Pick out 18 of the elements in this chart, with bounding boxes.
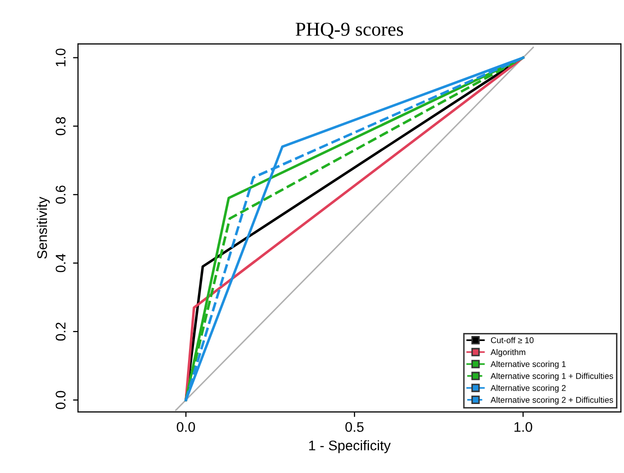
chart-title: PHQ-9 scores xyxy=(296,22,404,39)
legend-label: Alternative scoring 1 + Difficulties xyxy=(490,372,614,381)
y-tick-label: 1.0 xyxy=(56,48,66,66)
legend-label: Cut-off ≥ 10 xyxy=(490,337,534,344)
y-tick-label: 0.2 xyxy=(56,322,66,341)
y-tick-label: 0.4 xyxy=(56,254,66,272)
legend-label: Alternative scoring 2 + Difficulties xyxy=(490,396,614,404)
y-axis-title: Sensitivity xyxy=(36,196,50,259)
y-tick-label: 0.0 xyxy=(56,390,66,410)
x-axis-title: 1 - Specificity xyxy=(309,440,391,454)
legend-label: Alternative scoring 1 xyxy=(490,360,566,369)
y-tick-label: 0.6 xyxy=(56,186,66,204)
legend-label: Algorithm xyxy=(490,348,526,357)
x-tick-label: 0.0 xyxy=(176,422,196,432)
legend-label: Alternative scoring 2 xyxy=(490,384,566,393)
x-tick-label: 1.0 xyxy=(514,422,532,432)
x-tick-label: 0.5 xyxy=(345,422,364,432)
y-tick-label: 0.8 xyxy=(56,117,66,136)
